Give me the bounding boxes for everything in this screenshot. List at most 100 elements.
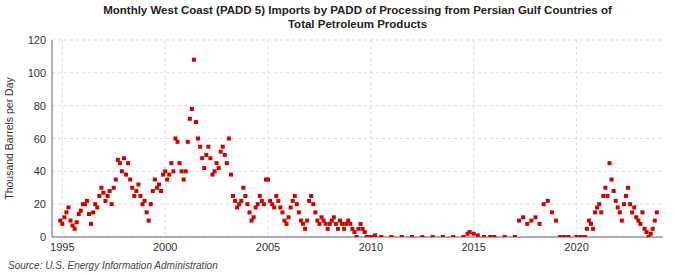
x-grid-line xyxy=(165,40,166,237)
point xyxy=(287,215,291,219)
point xyxy=(227,137,231,141)
point xyxy=(147,219,151,223)
point xyxy=(215,161,219,165)
point xyxy=(618,210,622,214)
point xyxy=(533,215,537,219)
x-grid-line xyxy=(62,40,63,237)
point xyxy=(599,210,603,214)
point xyxy=(122,156,126,160)
point xyxy=(118,161,122,165)
point xyxy=(295,202,299,206)
point xyxy=(163,169,167,173)
point xyxy=(200,156,204,160)
point xyxy=(655,210,659,214)
point xyxy=(184,169,188,173)
point xyxy=(305,219,309,223)
point xyxy=(517,219,521,223)
point xyxy=(620,219,624,223)
point xyxy=(99,186,103,190)
point xyxy=(112,186,116,190)
point xyxy=(151,189,155,193)
point xyxy=(649,232,653,236)
point xyxy=(591,227,595,231)
point xyxy=(575,235,579,237)
point xyxy=(196,137,200,141)
point xyxy=(208,156,212,160)
y-tick-label: 80 xyxy=(34,100,46,112)
y-grid-line xyxy=(52,138,663,139)
point xyxy=(340,222,344,226)
point xyxy=(628,202,632,206)
point xyxy=(274,194,278,198)
point xyxy=(252,215,256,219)
point xyxy=(420,235,424,237)
point xyxy=(373,233,377,237)
point xyxy=(223,153,227,157)
point xyxy=(190,107,194,111)
point xyxy=(546,199,550,203)
point xyxy=(612,189,616,193)
point xyxy=(468,230,472,234)
point xyxy=(62,215,66,219)
point xyxy=(482,235,486,237)
y-tick-label: 40 xyxy=(34,165,46,177)
point xyxy=(624,194,628,198)
point xyxy=(583,235,587,237)
point xyxy=(73,227,77,231)
point xyxy=(126,161,130,165)
point xyxy=(558,235,562,237)
point xyxy=(114,178,118,182)
point xyxy=(379,235,383,237)
point xyxy=(204,153,208,157)
point xyxy=(149,202,153,206)
point xyxy=(301,222,305,226)
point xyxy=(66,205,70,209)
point xyxy=(550,210,554,214)
grid xyxy=(52,40,663,237)
point xyxy=(593,210,597,214)
point xyxy=(400,235,404,237)
y-tick-label: 60 xyxy=(34,133,46,145)
point xyxy=(217,166,221,170)
point xyxy=(157,182,161,186)
x-tick-label: 2020 xyxy=(564,241,588,253)
point xyxy=(605,194,609,198)
point xyxy=(313,210,317,214)
point xyxy=(365,235,369,237)
point xyxy=(108,189,112,193)
y-tick-label: 120 xyxy=(28,34,46,46)
point xyxy=(75,220,79,224)
x-tick-label: 1995 xyxy=(50,241,74,253)
point xyxy=(247,210,251,214)
x-tick-label: 2010 xyxy=(359,241,383,253)
point xyxy=(311,202,315,206)
y-grid-line xyxy=(52,72,663,73)
points xyxy=(58,58,659,237)
point xyxy=(138,194,142,198)
point xyxy=(202,166,206,170)
point xyxy=(219,150,223,154)
point xyxy=(79,209,83,213)
point xyxy=(303,227,307,231)
y-tick-label: 100 xyxy=(28,67,46,79)
point xyxy=(461,235,465,237)
point xyxy=(601,194,605,198)
point xyxy=(651,227,655,231)
point xyxy=(441,235,445,237)
point xyxy=(188,117,192,121)
point xyxy=(640,210,644,214)
point xyxy=(165,178,169,182)
title: Monthly West Coast (PADD 5) Imports by P… xyxy=(103,4,612,30)
point xyxy=(167,173,171,177)
point xyxy=(410,235,414,237)
point xyxy=(357,227,361,231)
x-tick-label: 2005 xyxy=(256,241,280,253)
point xyxy=(229,173,233,177)
point xyxy=(332,215,336,219)
point xyxy=(159,189,163,193)
point xyxy=(169,161,173,165)
point xyxy=(206,145,210,149)
point xyxy=(431,235,435,237)
y-grid-line xyxy=(52,105,663,106)
point xyxy=(262,202,266,206)
